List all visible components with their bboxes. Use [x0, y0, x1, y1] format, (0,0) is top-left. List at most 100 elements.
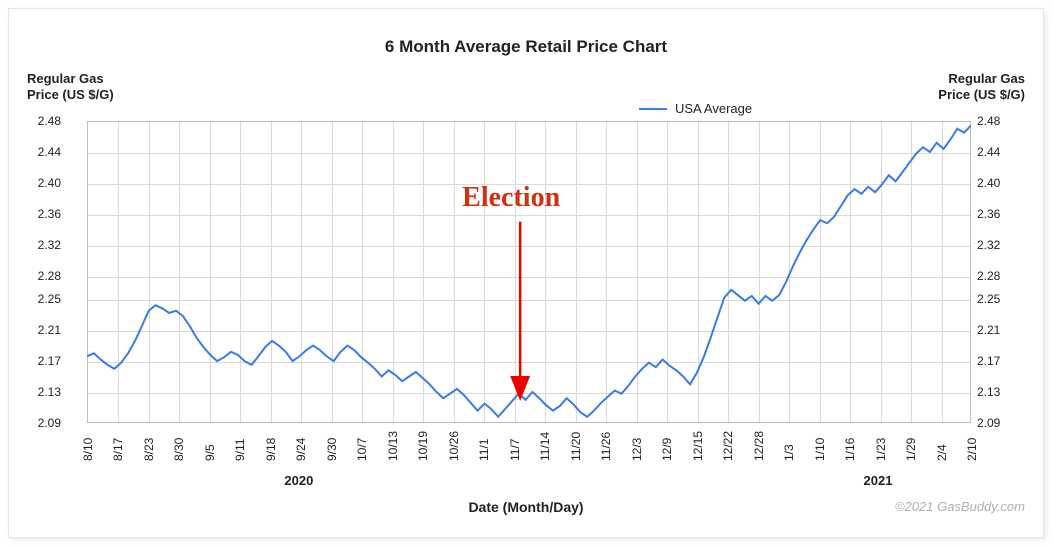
- gridline-horizontal: [88, 331, 970, 332]
- xtick: 10/19: [416, 431, 430, 461]
- ytick-left: 2.44: [11, 145, 61, 159]
- xtick: 11/1: [477, 439, 491, 461]
- gridline-vertical: [515, 122, 516, 422]
- ytick-left: 2.13: [11, 385, 61, 399]
- ytick-right: 2.36: [977, 207, 1027, 221]
- xtick: 1/16: [843, 438, 857, 461]
- gridline-vertical: [606, 122, 607, 422]
- ylabel-right-line1: Regular Gas: [948, 71, 1025, 86]
- gridline-horizontal: [88, 362, 970, 363]
- ylabel-right-line2: Price (US $/G): [938, 87, 1025, 102]
- gridline-vertical: [881, 122, 882, 422]
- xtick: 8/30: [172, 438, 186, 461]
- xtick: 10/13: [386, 431, 400, 461]
- xtick: 8/23: [142, 438, 156, 461]
- ylabel-left-line2: Price (US $/G): [27, 87, 114, 102]
- chart-frame: 6 Month Average Retail Price Chart Regul…: [8, 8, 1044, 538]
- y-axis-label-right: Regular Gas Price (US $/G): [938, 71, 1025, 104]
- legend-label: USA Average: [675, 101, 752, 116]
- gridline-horizontal: [88, 246, 970, 247]
- gridline-vertical: [118, 122, 119, 422]
- gridline-vertical: [942, 122, 943, 422]
- plot-area: [87, 121, 971, 423]
- ytick-left: 2.48: [11, 114, 61, 128]
- ytick-left: 2.40: [11, 176, 61, 190]
- gridline-vertical: [271, 122, 272, 422]
- ytick-right: 2.09: [977, 416, 1027, 430]
- xtick: 12/9: [660, 438, 674, 461]
- gridline-horizontal: [88, 300, 970, 301]
- gridline-vertical: [301, 122, 302, 422]
- gridline-vertical: [240, 122, 241, 422]
- attribution: ©2021 GasBuddy.com: [895, 499, 1025, 514]
- gridline-horizontal: [88, 277, 970, 278]
- gridline-vertical: [454, 122, 455, 422]
- xtick: 9/11: [233, 439, 247, 461]
- xtick: 9/30: [325, 438, 339, 461]
- legend: USA Average: [639, 101, 752, 116]
- xtick: 12/15: [691, 431, 705, 461]
- ytick-right: 2.44: [977, 145, 1027, 159]
- xtick: 9/18: [264, 438, 278, 461]
- ytick-right: 2.40: [977, 176, 1027, 190]
- gridline-vertical: [698, 122, 699, 422]
- annotation-text: Election: [462, 182, 560, 214]
- xtick: 11/26: [599, 432, 613, 461]
- xtick: 1/3: [782, 444, 796, 461]
- ytick-right: 2.21: [977, 323, 1027, 337]
- gridline-vertical: [362, 122, 363, 422]
- chart-title: 6 Month Average Retail Price Chart: [9, 37, 1043, 57]
- xtick: 9/5: [203, 444, 217, 461]
- x-axis-label: Date (Month/Day): [9, 499, 1043, 515]
- xtick: 11/20: [569, 432, 583, 461]
- ytick-right: 2.28: [977, 269, 1027, 283]
- gridline-horizontal: [88, 215, 970, 216]
- ytick-left: 2.32: [11, 238, 61, 252]
- gridline-vertical: [393, 122, 394, 422]
- ytick-right: 2.17: [977, 354, 1027, 368]
- gridline-vertical: [759, 122, 760, 422]
- xtick: 8/10: [81, 438, 95, 461]
- xtick: 10/7: [355, 438, 369, 461]
- gridline-vertical: [911, 122, 912, 422]
- ylabel-left-line1: Regular Gas: [27, 71, 104, 86]
- xtick: 1/23: [874, 438, 888, 461]
- xtick: 12/28: [752, 431, 766, 461]
- year-label: 2021: [864, 473, 893, 488]
- gridline-vertical: [789, 122, 790, 422]
- xtick: 1/10: [813, 438, 827, 461]
- gridline-vertical: [149, 122, 150, 422]
- ytick-right: 2.48: [977, 114, 1027, 128]
- ytick-left: 2.21: [11, 323, 61, 337]
- gridline-vertical: [637, 122, 638, 422]
- y-axis-label-left: Regular Gas Price (US $/G): [27, 71, 114, 104]
- xtick: 2/4: [935, 444, 949, 461]
- ytick-left: 2.25: [11, 292, 61, 306]
- gridline-vertical: [820, 122, 821, 422]
- year-label: 2020: [284, 473, 313, 488]
- xtick: 1/29: [904, 438, 918, 461]
- ytick-left: 2.28: [11, 269, 61, 283]
- gridline-vertical: [850, 122, 851, 422]
- xtick: 9/24: [294, 438, 308, 461]
- gridline-vertical: [728, 122, 729, 422]
- legend-swatch: [639, 108, 667, 110]
- ytick-left: 2.17: [11, 354, 61, 368]
- gridline-vertical: [423, 122, 424, 422]
- xtick: 11/14: [538, 432, 552, 461]
- ytick-right: 2.25: [977, 292, 1027, 306]
- ytick-right: 2.32: [977, 238, 1027, 252]
- gridline-vertical: [484, 122, 485, 422]
- ytick-right: 2.13: [977, 385, 1027, 399]
- xtick: 12/3: [630, 438, 644, 461]
- gridline-horizontal: [88, 393, 970, 394]
- gridline-vertical: [332, 122, 333, 422]
- ytick-left: 2.09: [11, 416, 61, 430]
- xtick: 12/22: [721, 431, 735, 461]
- gridline-vertical: [576, 122, 577, 422]
- xtick: 8/17: [111, 438, 125, 461]
- gridline-vertical: [667, 122, 668, 422]
- gridline-horizontal: [88, 153, 970, 154]
- xtick: 10/26: [447, 431, 461, 461]
- gridline-vertical: [545, 122, 546, 422]
